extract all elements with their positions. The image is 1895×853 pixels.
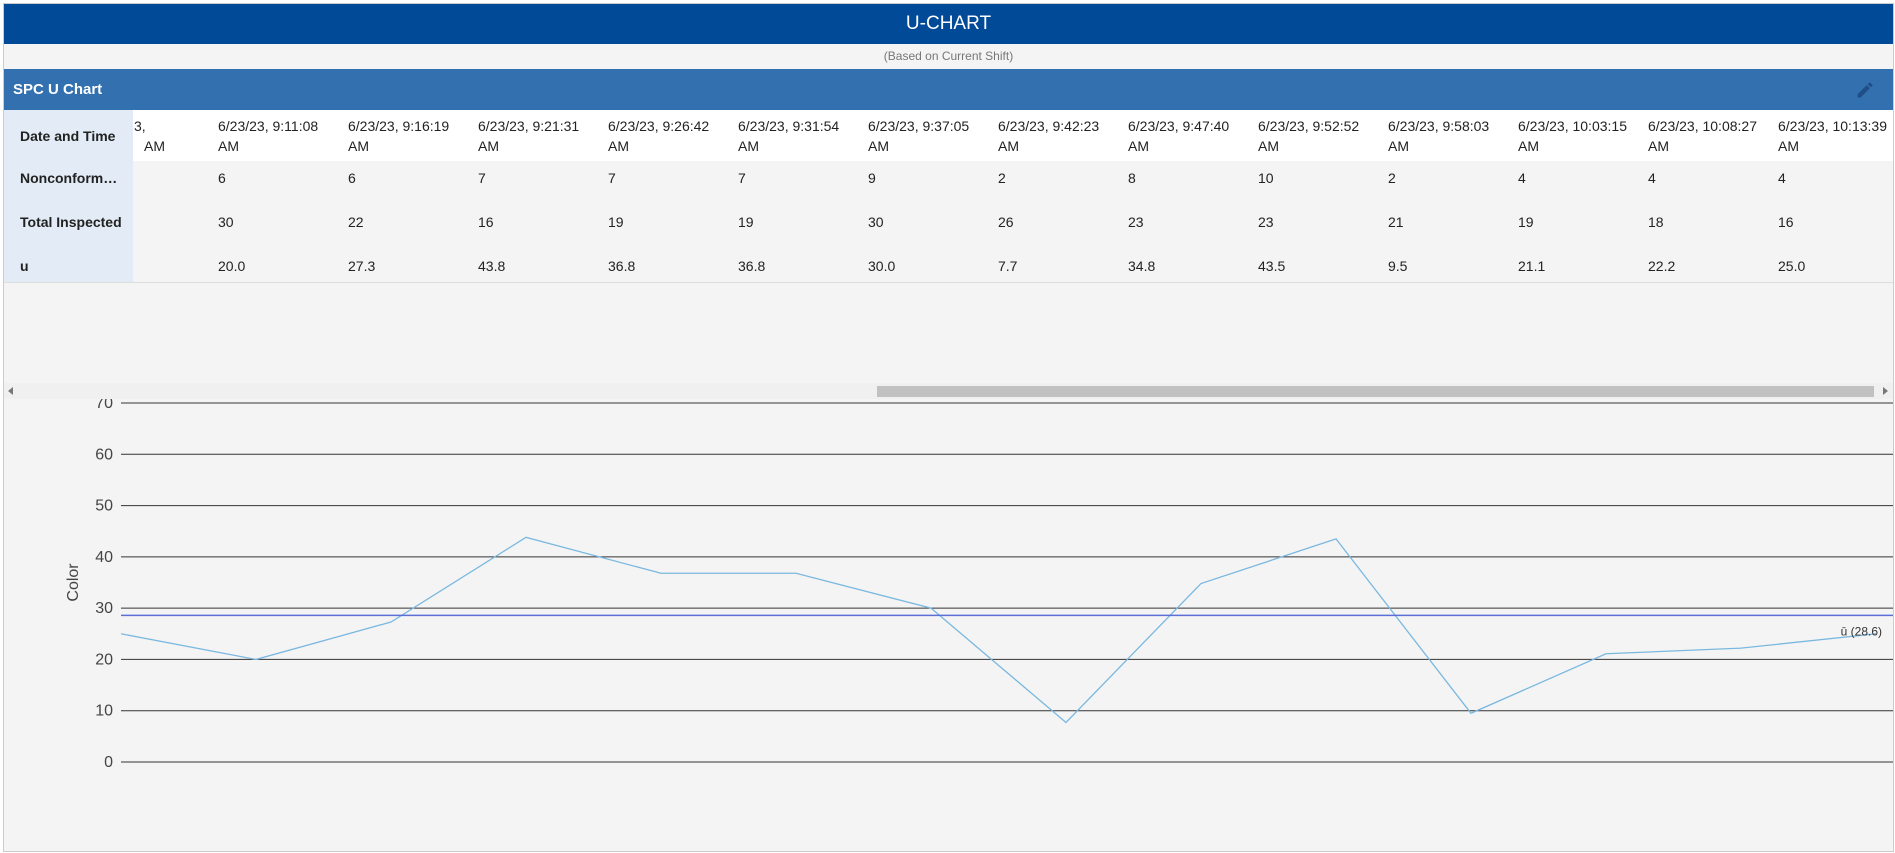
table-cell: 7 <box>608 169 616 186</box>
scroll-thumb[interactable] <box>877 386 1874 397</box>
y-tick-label: 10 <box>95 703 113 720</box>
table-cell: 7 <box>738 169 746 186</box>
table-cell: 30.0 <box>868 257 896 274</box>
table-cell: 6/23/23, 9:16:19 AM <box>348 117 450 154</box>
y-tick-label: 70 <box>95 399 113 412</box>
table-cell: 21.1 <box>1518 257 1546 274</box>
data-table: Date and Time 6/23/23, 9:11:08 AM 6/23/23,… <box>4 110 1893 285</box>
header-title: U-CHART <box>4 4 1893 44</box>
table-cell: 22 <box>348 213 364 230</box>
table-cell: 36.8 <box>608 257 636 274</box>
row-label: Nonconform… <box>4 161 133 194</box>
row-label: Total Inspected <box>4 194 133 249</box>
table-cell: 6/23/23, 9:37:05 AM <box>868 117 970 154</box>
table-cell: 6 <box>348 169 356 186</box>
y-tick-label: 30 <box>95 600 113 617</box>
table-row: Nonconform… 6 6 7 7 7 9 2 8 10 2 4 4 4 <box>4 161 1893 195</box>
row-label: Date and Time <box>4 110 133 161</box>
table-cell: 20.0 <box>218 257 246 274</box>
table-cell: 26 <box>998 213 1014 230</box>
table-row: Date and Time 6/23/23, 9:11:08 AM 6/23/23,… <box>4 110 1893 162</box>
table-cell: 6/23/23, 9:26:42 AM <box>608 117 710 154</box>
table-cell: 6/23/23, 9:52:52 AM <box>1258 117 1360 154</box>
header-subtitle: (Based on Current Shift) <box>883 49 1014 63</box>
panel-title: SPC U Chart <box>13 81 103 98</box>
table-cell: 6/23/23, 9:47:40 AM <box>1128 117 1230 154</box>
table-cell: 22.2 <box>1648 257 1676 274</box>
y-tick-label: 60 <box>95 446 113 463</box>
partial-text: 3, <box>134 117 146 134</box>
table-cell: 27.3 <box>348 257 376 274</box>
table-cell: 7.7 <box>998 257 1018 274</box>
table-cell: 4 <box>1648 169 1656 186</box>
table-cell: 19 <box>738 213 754 230</box>
table-cell: 9 <box>868 169 876 186</box>
row-label: u <box>4 249 133 282</box>
table-cell: 23 <box>1128 213 1144 230</box>
y-tick-label: 20 <box>95 651 113 668</box>
table-cell: 4 <box>1778 169 1786 186</box>
y-tick-label: 0 <box>104 754 113 771</box>
table-cell: 43.8 <box>478 257 506 274</box>
widget: U-CHART (Based on Current Shift) SPC U C… <box>3 3 1894 852</box>
table-cell: 8 <box>1128 169 1136 186</box>
table-cell: 6/23/23, 9:42:23 AM <box>998 117 1100 154</box>
y-tick-label: 40 <box>95 549 113 566</box>
chart: Color 0 10 20 30 40 50 60 70 ū (28.6) <box>65 399 1893 771</box>
table-cell: 6/23/23, 10:08:27 AM <box>1648 117 1757 154</box>
edit-icon[interactable] <box>1855 80 1875 100</box>
table-cell: 2 <box>998 169 1006 186</box>
partial-cell: 3, AM <box>134 110 174 161</box>
table-cell: 4 <box>1518 169 1526 186</box>
table-row: Total Inspected 30 22 16 19 19 30 26 23 23 21 19 18 1… <box>4 194 1893 250</box>
table-cell: 6/23/23, 9:31:54 AM <box>738 117 840 154</box>
panel-header: SPC U Chart <box>4 69 1893 110</box>
table-cell: 6/23/23, 10:13:39 AM <box>1778 117 1887 154</box>
table-cell: 7 <box>478 169 486 186</box>
table-cell: 30 <box>868 213 884 230</box>
table-cell: 30 <box>218 213 234 230</box>
table-cell: 6/23/23, 9:21:31 AM <box>478 117 580 154</box>
table-cell: 16 <box>1778 213 1794 230</box>
table-cell: 6/23/23, 10:03:15 AM <box>1518 117 1627 154</box>
table-cell: 19 <box>1518 213 1534 230</box>
table-cell: 6 <box>218 169 226 186</box>
table-cell: 2 <box>1388 169 1396 186</box>
table-cell: 23 <box>1258 213 1274 230</box>
data-line <box>120 536 1877 724</box>
table-cell: 6/23/23, 9:11:08 AM <box>218 117 319 154</box>
table-cell: 18 <box>1648 213 1664 230</box>
table-cell: 25.0 <box>1778 257 1806 274</box>
table-cell: 34.8 <box>1128 257 1156 274</box>
table-cell: 43.5 <box>1258 257 1286 274</box>
table-cell: 36.8 <box>738 257 766 274</box>
y-axis-label: Color <box>65 563 82 602</box>
table-cell: 19 <box>608 213 624 230</box>
table-cell: 10 <box>1258 169 1274 186</box>
table-cell: 6/23/23, 9:58:03 AM <box>1388 117 1490 154</box>
scrollbar[interactable] <box>4 383 1893 399</box>
table-cell: 21 <box>1388 213 1404 230</box>
table-cell: 9.5 <box>1388 257 1408 274</box>
partial-text: AM <box>144 137 165 154</box>
y-tick-label: 50 <box>95 498 113 515</box>
table-cell: 16 <box>478 213 494 230</box>
table-row: u 20.0 27.3 43.8 36.8 36.8 30.0 7.7 34.8 43.5 9.5 2… <box>4 249 1893 283</box>
center-line-label: ū (28.6) <box>1841 624 1882 638</box>
